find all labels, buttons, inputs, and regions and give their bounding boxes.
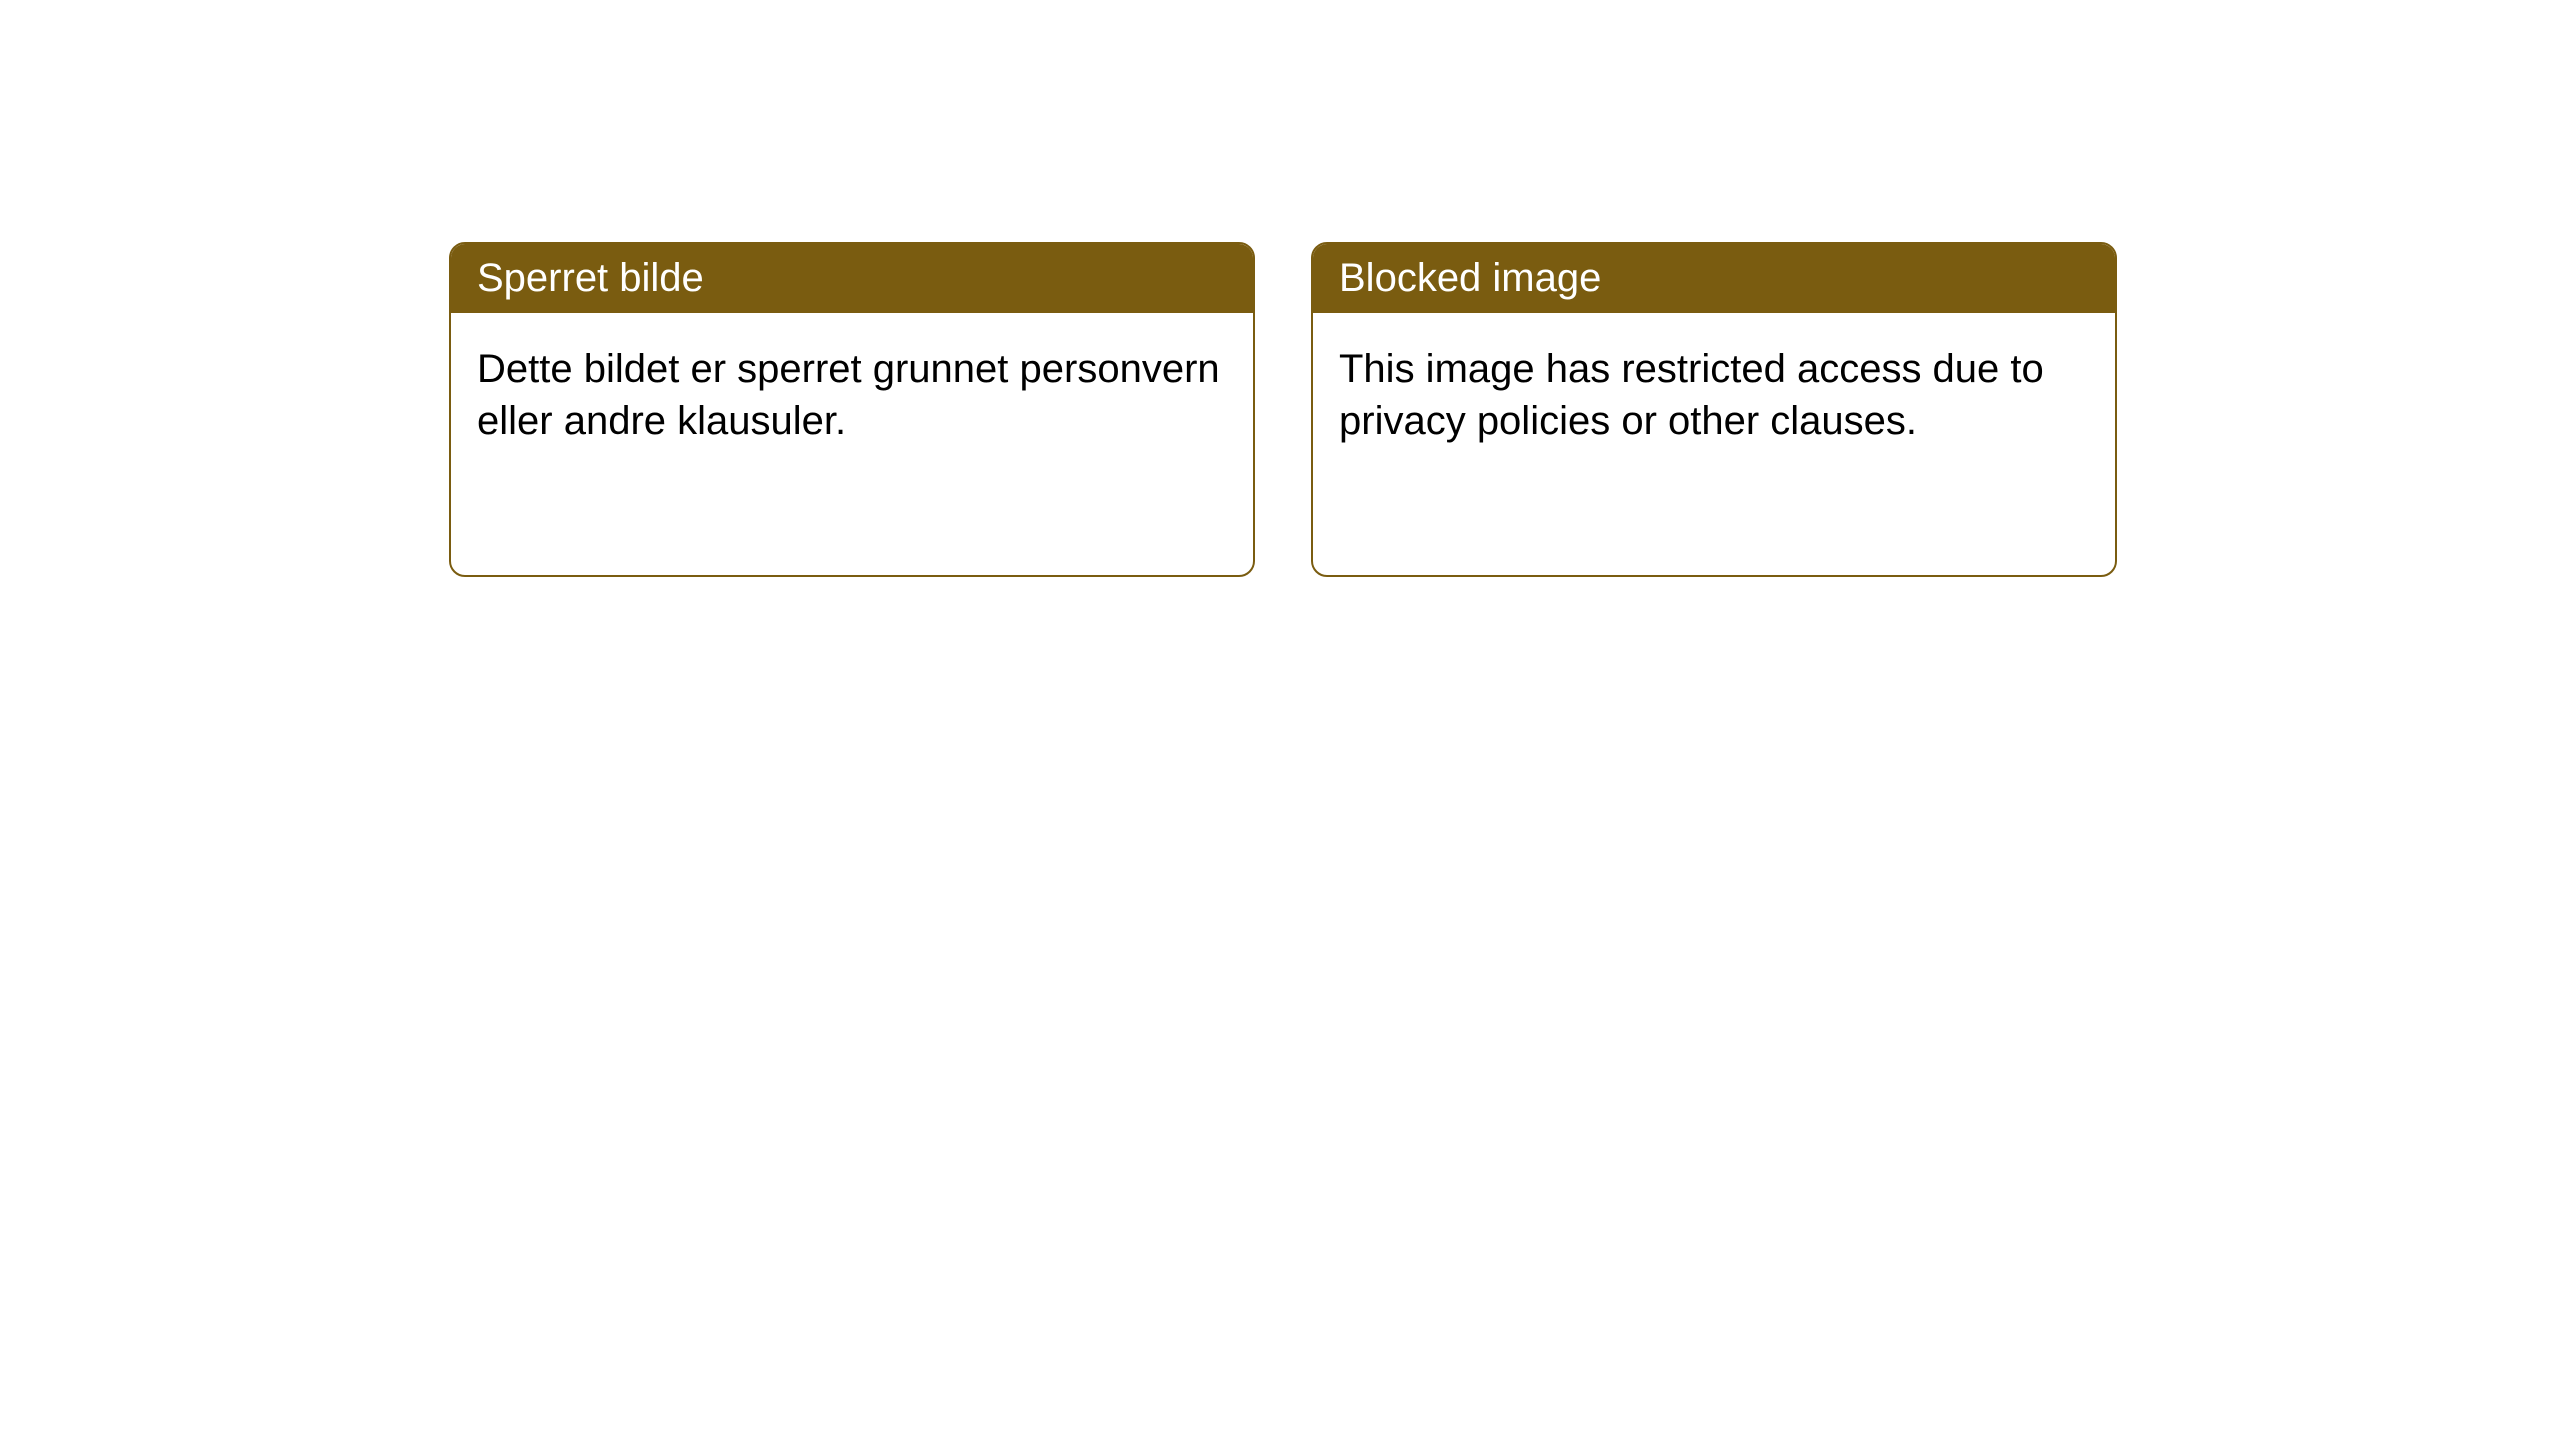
blocked-image-card-no: Sperret bilde Dette bildet er sperret gr… [449,242,1255,577]
card-title: Blocked image [1313,244,2115,313]
card-body-text: This image has restricted access due to … [1313,313,2115,477]
card-title: Sperret bilde [451,244,1253,313]
blocked-image-card-en: Blocked image This image has restricted … [1311,242,2117,577]
notice-cards-container: Sperret bilde Dette bildet er sperret gr… [449,242,2117,577]
card-body-text: Dette bildet er sperret grunnet personve… [451,313,1253,477]
